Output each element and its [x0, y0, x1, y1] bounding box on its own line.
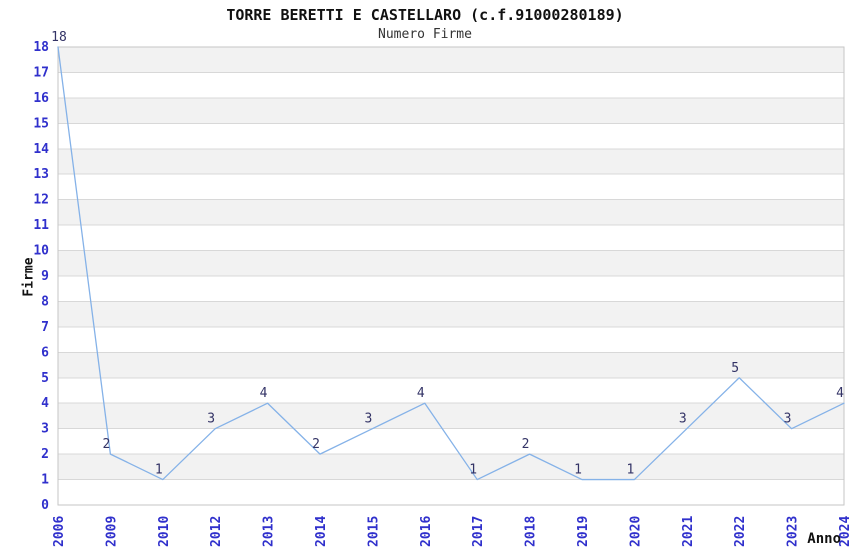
data-point-label: 1 — [155, 463, 163, 478]
x-tick-label: 2017 — [471, 516, 486, 547]
y-tick-label: 10 — [33, 244, 49, 259]
y-tick-label: 5 — [41, 371, 49, 386]
x-tick-label: 2015 — [366, 516, 381, 547]
grid-band — [58, 47, 844, 73]
y-tick-label: 18 — [33, 40, 49, 55]
chart-title: TORRE BERETTI E CASTELLARO (c.f.91000280… — [226, 6, 624, 24]
x-tick-label: 2023 — [786, 516, 801, 547]
y-tick-label: 6 — [41, 345, 49, 360]
y-tick-label: 13 — [33, 167, 49, 182]
y-tick-label: 17 — [33, 65, 49, 80]
x-tick-label: 2016 — [419, 516, 434, 547]
y-tick-label: 16 — [33, 91, 49, 106]
data-point-label: 3 — [679, 412, 687, 427]
data-point-label: 1 — [469, 463, 477, 478]
grid-band — [58, 97, 844, 124]
y-tick-label: 14 — [33, 142, 49, 157]
x-tick-label: 2024 — [838, 516, 850, 547]
grid-band — [58, 403, 844, 429]
data-point-label: 4 — [260, 386, 268, 401]
data-point-label: 3 — [364, 412, 372, 427]
x-tick-label: 2018 — [524, 516, 539, 547]
grid-band — [58, 454, 844, 480]
x-tick-label: 2021 — [681, 516, 696, 547]
data-point-label: 3 — [784, 412, 792, 427]
x-tick-label: 2014 — [314, 516, 329, 547]
data-point-label: 2 — [102, 437, 110, 452]
grid-band — [58, 352, 844, 378]
data-point-label: 18 — [51, 30, 67, 45]
grid-band — [58, 199, 844, 226]
x-tick-label: 2019 — [576, 516, 591, 547]
x-tick-label: 2012 — [209, 516, 224, 547]
x-tick-label: 2010 — [157, 516, 172, 547]
grid-band — [58, 301, 844, 327]
data-point-label: 2 — [522, 437, 530, 452]
x-tick-label: 2013 — [262, 516, 277, 547]
x-tick-label: 2020 — [628, 516, 643, 547]
chart-subtitle: Numero Firme — [378, 27, 472, 42]
y-tick-label: 2 — [41, 447, 49, 462]
data-point-label: 5 — [731, 361, 739, 376]
y-tick-label: 3 — [41, 422, 49, 437]
x-tick-label: 2022 — [733, 516, 748, 547]
y-tick-label: 1 — [41, 473, 49, 488]
y-tick-label: 4 — [41, 396, 49, 411]
grid-band — [58, 250, 844, 276]
data-point-label: 4 — [836, 386, 844, 401]
data-point-label: 1 — [574, 463, 582, 478]
grid-band — [58, 148, 844, 175]
data-line — [57, 46, 845, 481]
y-tick-label: 12 — [33, 193, 49, 208]
x-tick-label: 2009 — [104, 516, 119, 547]
data-point-label: 4 — [417, 386, 425, 401]
y-tick-label: 8 — [41, 294, 49, 309]
data-point-label: 3 — [207, 412, 215, 427]
y-tick-label: 11 — [33, 218, 49, 233]
y-tick-label: 0 — [41, 498, 49, 513]
y-tick-label: 7 — [41, 320, 49, 335]
data-point-label: 1 — [626, 463, 634, 478]
x-axis-title: Anno — [807, 531, 841, 547]
plot-border — [57, 46, 845, 506]
data-point-label: 2 — [312, 437, 320, 452]
x-tick-label: 2006 — [52, 516, 67, 547]
y-tick-label: 15 — [33, 116, 49, 131]
y-tick-label: 9 — [41, 269, 49, 284]
